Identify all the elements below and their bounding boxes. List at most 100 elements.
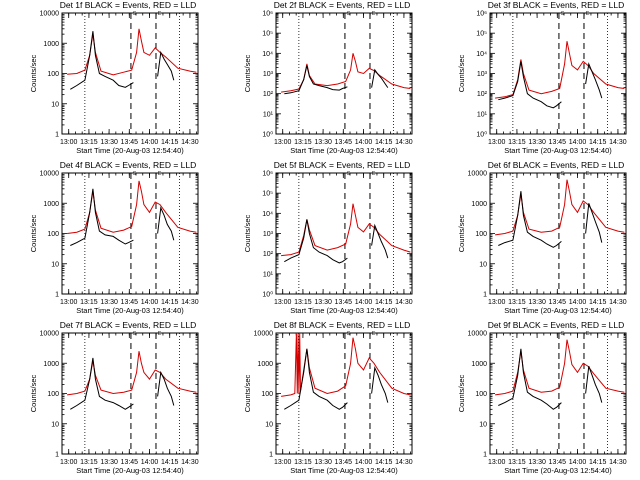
y-tick-label: 10³ xyxy=(263,231,274,238)
x-tick-label: 14:00 xyxy=(569,299,587,306)
panel-title: Det 8f BLACK = Events, RED = LLD xyxy=(274,320,411,330)
y-tick-label: 10⁴ xyxy=(262,211,273,218)
y-tick-label: 10 xyxy=(479,421,487,428)
panel-5: Det 5f BLACK = Events, RED = LLD 10⁰ 10¹ 10… xyxy=(243,160,413,315)
plot-frame xyxy=(489,12,627,135)
series-events-line xyxy=(70,31,175,90)
panel-title: Det 4f BLACK = Events, RED = LLD xyxy=(60,160,197,170)
x-tick-label: 14:00 xyxy=(355,139,373,146)
x-tick-label: 13:15 xyxy=(80,459,98,466)
y-axis-label: Counts/sec xyxy=(457,54,466,92)
y-tick-label: 10¹ xyxy=(477,111,488,118)
time-marker-label: S xyxy=(133,331,137,337)
time-marker-label: S xyxy=(347,171,351,177)
y-tick-label: 1000 xyxy=(471,201,487,208)
plot-frame xyxy=(275,172,413,295)
y-tick-label: 10000 xyxy=(468,171,488,178)
y-tick-label: 1000 xyxy=(43,201,59,208)
x-tick-label: 14:30 xyxy=(609,459,627,466)
series-events-line xyxy=(498,61,603,109)
y-tick-label: 10⁶ xyxy=(262,11,273,18)
y-tick-label: 1000 xyxy=(43,41,59,48)
x-tick-label: 13:00 xyxy=(274,459,292,466)
x-tick-label: 13:00 xyxy=(274,139,292,146)
y-tick-label: 10 xyxy=(479,261,487,268)
x-tick-label: 13:30 xyxy=(314,139,332,146)
x-tick-label: 14:15 xyxy=(375,139,393,146)
y-tick-label: 100 xyxy=(475,391,487,398)
panel-title: Det 9f BLACK = Events, RED = LLD xyxy=(488,320,625,330)
y-tick-label: 1 xyxy=(55,292,59,299)
x-tick-label: 14:00 xyxy=(141,459,159,466)
y-tick-label: 10000 xyxy=(254,331,274,338)
y-tick-label: 10⁴ xyxy=(476,51,487,58)
y-tick-label: 1 xyxy=(269,452,273,459)
y-axis-label: Counts/sec xyxy=(243,214,252,252)
y-tick-label: 10⁵ xyxy=(262,191,273,198)
y-tick-label: 10 xyxy=(51,101,59,108)
x-tick-label: 13:45 xyxy=(549,139,567,146)
time-marker-label: E xyxy=(586,11,590,17)
x-tick-label: 13:00 xyxy=(274,299,292,306)
time-marker-label: E xyxy=(158,331,162,337)
x-axis-label: Start Time (20-Aug-03 12:54:40) xyxy=(504,146,612,155)
x-tick-label: 13:45 xyxy=(549,299,567,306)
x-axis-label: Start Time (20-Aug-03 12:54:40) xyxy=(504,466,612,475)
y-tick-label: 10⁶ xyxy=(262,171,273,178)
y-tick-label: 10⁶ xyxy=(476,11,487,18)
panel-3: Det 3f BLACK = Events, RED = LLD 10⁰ 10¹ 10… xyxy=(457,0,627,155)
y-tick-label: 1 xyxy=(483,292,487,299)
x-tick-label: 13:45 xyxy=(121,139,139,146)
series-lld-line xyxy=(495,179,625,236)
x-tick-label: 13:30 xyxy=(528,139,546,146)
x-tick-label: 13:00 xyxy=(488,459,506,466)
y-axis-label: Counts/sec xyxy=(29,374,38,412)
series-events-line xyxy=(498,191,603,248)
panel-6: Det 6f BLACK = Events, RED = LLD 1 10 100 10… xyxy=(457,160,627,315)
x-axis-label: Start Time (20-Aug-03 12:54:40) xyxy=(504,306,612,315)
x-tick-label: 13:15 xyxy=(80,299,98,306)
y-tick-label: 1000 xyxy=(471,361,487,368)
x-tick-label: 13:15 xyxy=(508,139,526,146)
panel-title: Det 6f BLACK = Events, RED = LLD xyxy=(488,160,625,170)
x-tick-label: 14:30 xyxy=(609,299,627,306)
series-lld-line xyxy=(281,332,411,397)
x-tick-label: 14:00 xyxy=(569,139,587,146)
x-tick-label: 13:45 xyxy=(121,459,139,466)
x-tick-label: 14:15 xyxy=(589,139,607,146)
y-tick-label: 10⁵ xyxy=(476,31,487,38)
series-events-line xyxy=(70,357,175,410)
panel-title: Det 3f BLACK = Events, RED = LLD xyxy=(488,0,625,10)
time-marker-label: E xyxy=(158,171,162,177)
panel-title: Det 5f BLACK = Events, RED = LLD xyxy=(274,160,411,170)
x-tick-label: 13:45 xyxy=(335,139,353,146)
x-tick-label: 14:15 xyxy=(375,299,393,306)
y-tick-label: 10000 xyxy=(40,331,60,338)
x-tick-label: 14:30 xyxy=(181,139,199,146)
plot-frame xyxy=(489,172,627,295)
x-axis-label: Start Time (20-Aug-03 12:54:40) xyxy=(76,306,184,315)
y-tick-label: 1 xyxy=(483,452,487,459)
time-marker-label: S xyxy=(561,11,565,17)
panel-2: Det 2f BLACK = Events, RED = LLD 10⁰ 10¹ 10… xyxy=(243,0,413,155)
x-tick-label: 13:30 xyxy=(314,299,332,306)
x-tick-label: 14:15 xyxy=(161,459,179,466)
time-marker-label: E xyxy=(586,331,590,337)
plot-frame xyxy=(61,172,199,295)
time-marker-label: S xyxy=(347,11,351,17)
plot-frame xyxy=(275,12,413,135)
x-tick-label: 13:00 xyxy=(60,459,78,466)
time-marker-label: E xyxy=(372,171,376,177)
x-axis-label: Start Time (20-Aug-03 12:54:40) xyxy=(290,146,398,155)
panel-7: Det 7f BLACK = Events, RED = LLD 1 10 100 10… xyxy=(29,320,199,475)
y-tick-label: 10⁰ xyxy=(262,291,273,299)
x-tick-label: 14:15 xyxy=(161,139,179,146)
plot-frame xyxy=(61,332,199,455)
series-events-line xyxy=(284,65,389,95)
x-tick-label: 13:30 xyxy=(100,459,118,466)
time-marker-label: S xyxy=(561,171,565,177)
y-tick-label: 10 xyxy=(265,421,273,428)
series-events-line xyxy=(498,348,603,410)
x-tick-label: 14:00 xyxy=(141,299,159,306)
